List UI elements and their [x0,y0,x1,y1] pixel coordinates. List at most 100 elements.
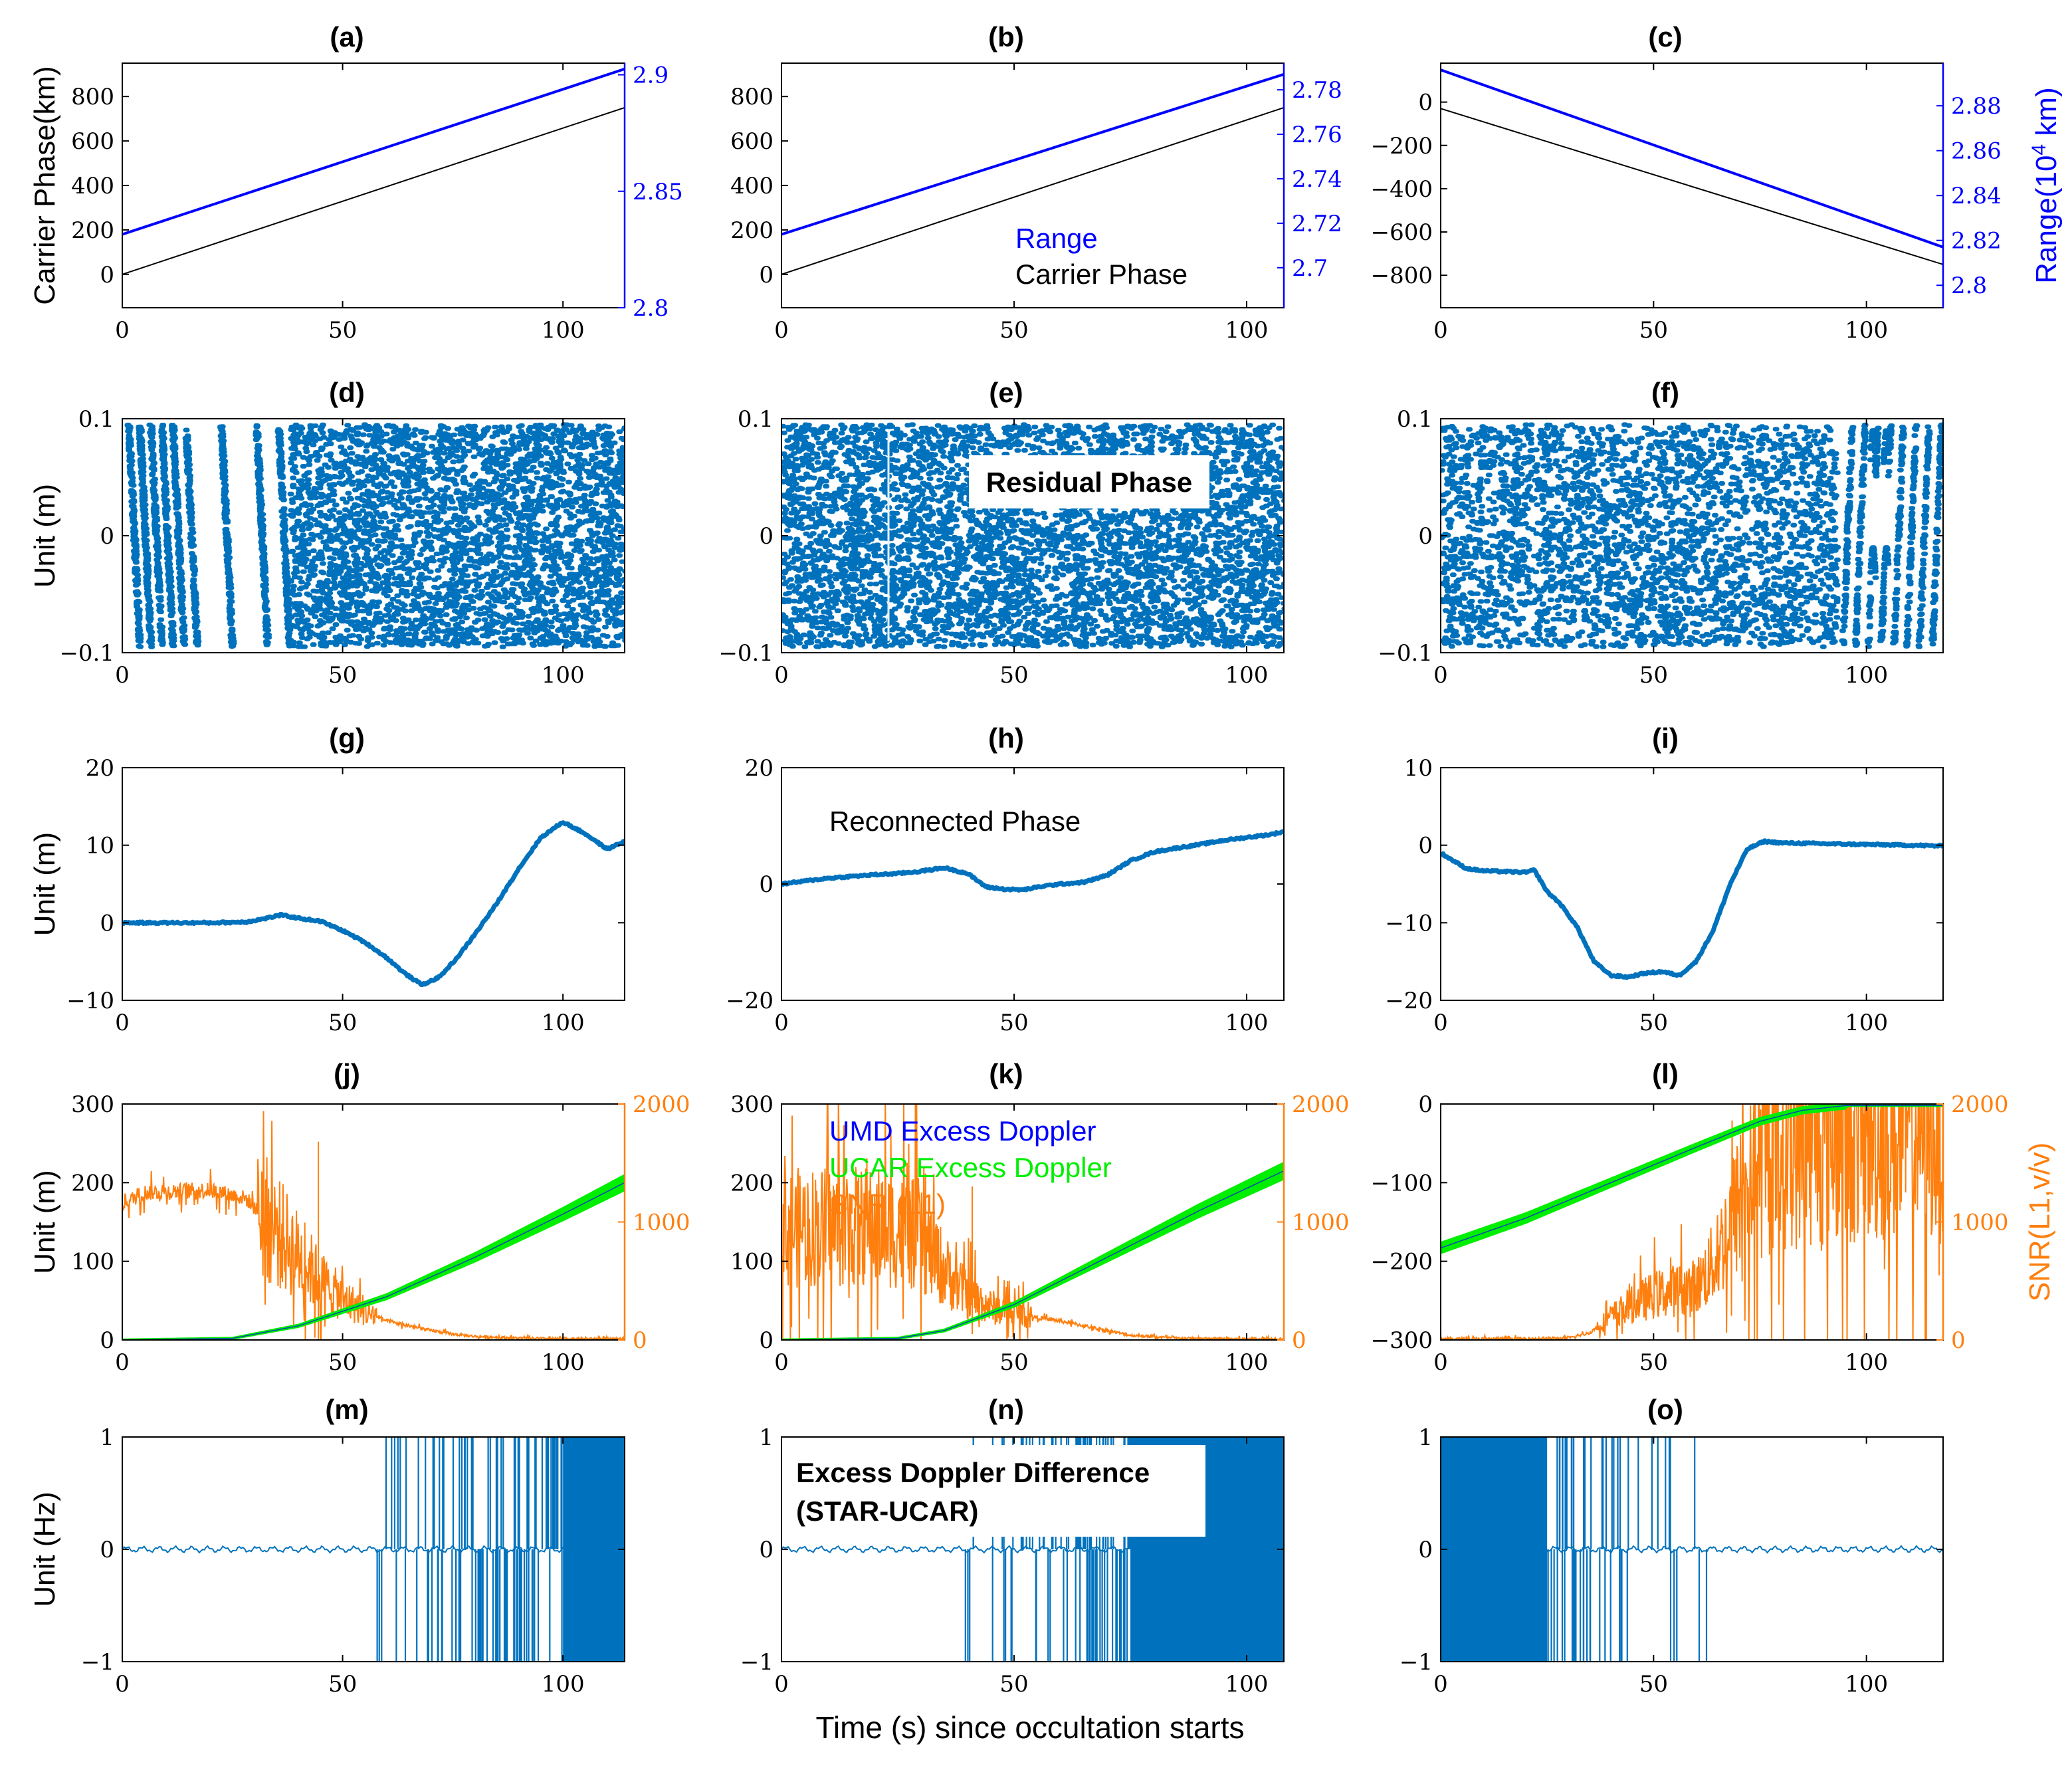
y-tick-label: 1 [100,1424,114,1451]
dense-spikes [563,1437,625,1662]
y-tick-label: 600 [730,128,774,155]
y-tick-label: 200 [730,217,774,244]
y-tick-label: −20 [726,988,774,1014]
residual-phase-points [781,422,1284,649]
x-tick-label: 0 [1433,1349,1448,1376]
y-tick-label: −300 [1371,1327,1433,1354]
y-tick-label: 1 [1418,1424,1433,1451]
x-tick-label: 100 [1225,317,1269,344]
x-tick-label: 50 [999,1010,1028,1036]
x-tick-label: 50 [999,1349,1028,1376]
y-tick-label: 0.1 [78,406,114,433]
right-axis-label-post: km) [2030,87,2063,144]
right-tick-label: 2.88 [1951,93,2002,120]
y-axis-label: Unit (m) [29,1170,61,1273]
x-tick-label: 50 [328,1010,357,1036]
x-tick-label: 50 [1639,1010,1668,1036]
x-tick-label: 50 [999,317,1028,344]
x-tick-label: 100 [1845,317,1888,344]
y-tick-label: 0.1 [1397,406,1433,433]
y-tick-label: 800 [730,84,774,110]
snr-l1-line [781,1104,1284,1340]
x-tick-label: 100 [542,1671,585,1698]
panel-a: (a) 0 50 100 0 200 400 600 800 2.8 2.85 2.9 Carrier … [29,21,683,344]
right-tick-label: 2.72 [1292,211,1342,237]
right-tick-label: 2.78 [1292,77,1342,104]
right-tick-label: 0 [1951,1327,1966,1354]
right-tick-label: 2.76 [1292,122,1342,148]
ucar-excess-doppler-band [1441,1104,1943,1254]
right-tick-label: 0 [633,1327,647,1354]
panel-title: (c) [1648,21,1682,53]
y-tick-label: −1 [1399,1649,1433,1676]
x-tick-label: 0 [1433,662,1448,689]
x-tick-label: 100 [1225,1349,1269,1376]
plot-area [122,1111,625,1340]
x-tick-label: 0 [1433,1671,1448,1698]
plot-area [1441,422,1943,649]
doppler-difference-spikes [1547,1437,1708,1662]
y-tick-label: 200 [71,1170,114,1196]
plot-area [781,829,1284,893]
doppler-difference-baseline [122,1545,625,1554]
x-tick-label: 100 [1845,662,1888,689]
x-tick-label: 50 [328,1349,357,1376]
right-tick-label: 2.86 [1951,138,2002,165]
x-tick-label: 50 [1639,1671,1668,1698]
y-tick-label: −0.1 [1378,640,1433,667]
right-tick-label: 2000 [1292,1091,1350,1118]
right-tick-label: 2.9 [633,62,669,89]
y-tick-label: 0 [759,1327,774,1354]
y-tick-label: 0 [100,523,114,550]
doppler-difference-spikes [376,1437,563,1662]
panel-title: (d) [329,377,365,408]
panel-title: (l) [1652,1058,1679,1089]
x-tick-label: 50 [1639,317,1668,344]
x-tick-label: 50 [1639,1349,1668,1376]
y-tick-label: 0 [100,1537,114,1563]
panel-title: (g) [329,722,365,754]
panel-c: (c) 0 50 100 0 −200 −400 −600 −800 2.8 2.82 2.84 2.8… [1371,21,2063,344]
snr-l1-line [1441,1104,1943,1340]
y-tick-label: −0.1 [718,640,774,667]
x-tick-label: 100 [542,1010,585,1036]
x-tick-label: 100 [542,1349,585,1376]
x-tick-label: 0 [115,1671,130,1698]
right-tick-label: 1000 [633,1210,690,1236]
y-tick-label: 0 [759,262,774,288]
dense-spikes [1441,1437,1548,1662]
x-tick-label: 100 [1845,1349,1888,1376]
ucar-excess-doppler-band [122,1174,625,1340]
right-tick-label: 2000 [633,1091,690,1118]
x-tick-label: 0 [115,662,130,689]
plot-area [1441,1437,1943,1662]
right-tick-label: 2000 [1951,1091,2009,1118]
x-tick-label: 50 [328,662,357,689]
panel-title: (m) [325,1394,368,1425]
y-tick-label: 400 [71,173,114,199]
x-tick-label: 0 [115,1349,130,1376]
y-tick-label: −1 [740,1649,774,1676]
y-tick-label: 0 [1418,523,1433,550]
panel-f: (f)0 50 100−0.100.1 [1378,377,1944,689]
y-axis-label: Unit (Hz) [29,1491,61,1607]
series-reconnected-phase [781,829,1284,893]
x-tick-label: 0 [774,1349,789,1376]
panel-title: (e) [989,377,1023,408]
y-tick-label: −200 [1371,133,1433,160]
y-tick-label: 400 [730,173,774,199]
y-tick-label: 100 [71,1249,114,1275]
panel-title: (o) [1647,1394,1683,1425]
x-tick-label: 100 [1225,662,1269,689]
right-tick-label: 2.8 [1951,273,1987,299]
x-tick-label: 0 [774,1671,789,1698]
plot-area [122,1437,625,1662]
y-tick-label: 0 [100,1327,114,1354]
series-reconnected-phase [122,820,625,988]
legend-entry: SNR (L1) [829,1188,946,1220]
